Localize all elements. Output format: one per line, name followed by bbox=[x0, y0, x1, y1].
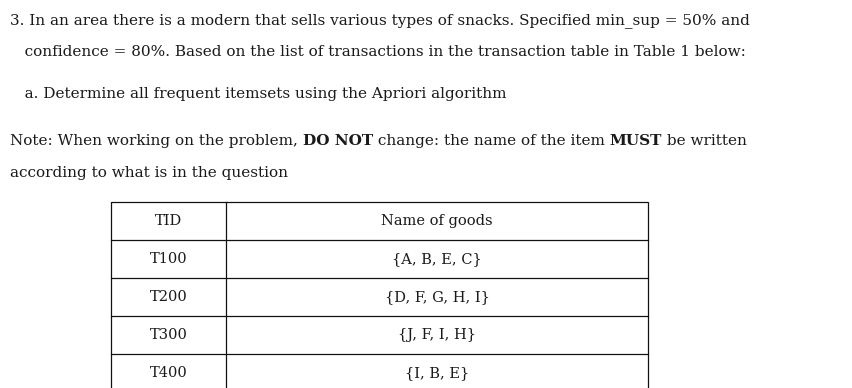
Text: DO NOT: DO NOT bbox=[302, 134, 372, 148]
Text: T300: T300 bbox=[149, 328, 187, 342]
Text: T200: T200 bbox=[149, 290, 187, 304]
Text: {I, B, E}: {I, B, E} bbox=[405, 366, 469, 380]
Text: T400: T400 bbox=[149, 366, 187, 380]
Text: Note: When working on the problem,: Note: When working on the problem, bbox=[10, 134, 302, 148]
Text: according to what is in the question: according to what is in the question bbox=[10, 166, 288, 180]
Text: TID: TID bbox=[155, 214, 181, 228]
Text: {D, F, G, H, I}: {D, F, G, H, I} bbox=[384, 290, 489, 304]
Text: a. Determine all frequent itemsets using the Apriori algorithm: a. Determine all frequent itemsets using… bbox=[10, 87, 506, 101]
Text: 3. In an area there is a modern that sells various types of snacks. Specified mi: 3. In an area there is a modern that sel… bbox=[10, 14, 749, 28]
Text: confidence = 80%. Based on the list of transactions in the transaction table in : confidence = 80%. Based on the list of t… bbox=[10, 45, 746, 59]
Text: {A, B, E, C}: {A, B, E, C} bbox=[392, 252, 481, 266]
Text: {J, F, I, H}: {J, F, I, H} bbox=[398, 328, 475, 342]
Text: be written: be written bbox=[661, 134, 746, 148]
Text: T100: T100 bbox=[149, 252, 187, 266]
Text: Name of goods: Name of goods bbox=[381, 214, 492, 228]
Text: change: the name of the item: change: the name of the item bbox=[372, 134, 609, 148]
Text: MUST: MUST bbox=[609, 134, 661, 148]
